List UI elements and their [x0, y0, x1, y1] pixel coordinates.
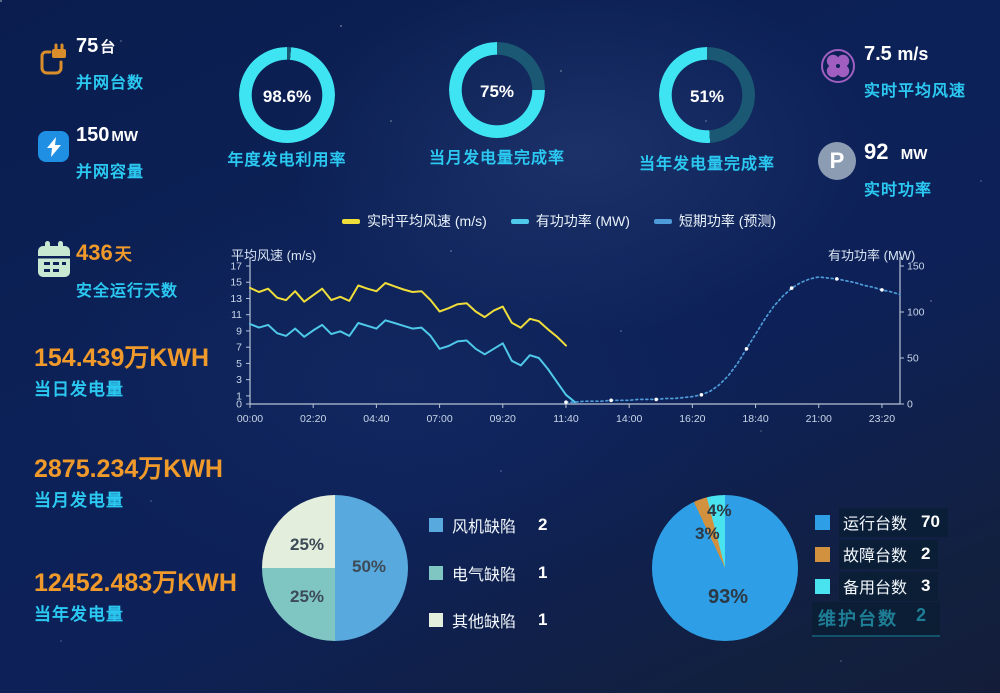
defect-pie-chart — [262, 495, 408, 641]
fault-units-swatch — [815, 547, 830, 562]
svg-text:50: 50 — [907, 353, 919, 365]
grid-capacity-label: 并网容量 — [76, 164, 145, 181]
wind-speed-value: 7.5 m/s — [864, 43, 929, 65]
svg-text:09:20: 09:20 — [490, 413, 516, 425]
other-defect-swatch — [429, 613, 443, 627]
units-legend-standby[interactable]: 备用台数 3 — [815, 572, 939, 601]
svg-text:9: 9 — [236, 325, 242, 337]
svg-text:23:20: 23:20 — [869, 413, 895, 425]
monthly-generation-value: 2875.234万KWH — [34, 455, 223, 483]
units-pie-label-fault: 3% — [695, 524, 720, 543]
monthly-generation-label: 当月发电量 — [34, 491, 124, 510]
svg-text:04:40: 04:40 — [363, 413, 389, 425]
annual-utilization-label: 年度发电利用率 — [227, 152, 347, 169]
svg-text:100: 100 — [907, 307, 925, 319]
lightning-icon — [38, 131, 69, 162]
wind-speed-label: 实时平均风速 — [864, 83, 967, 100]
legend-item-forecast-power[interactable]: 短期功率 (预测) — [653, 211, 776, 231]
fan-icon — [820, 48, 856, 84]
defect-pie-label-electric: 25% — [290, 587, 325, 606]
units-legend-maintenance[interactable]: 维护台数 2 — [812, 602, 941, 637]
yearly-completion-donut — [659, 47, 755, 143]
defect-legend-fan[interactable]: 风机缺陷 2 — [429, 513, 547, 537]
svg-text:00:00: 00:00 — [237, 413, 263, 425]
fan-defect-swatch — [429, 518, 443, 532]
svg-text:11:40: 11:40 — [553, 413, 579, 425]
defect-legend-other[interactable]: 其他缺陷 1 — [429, 608, 547, 632]
monthly-completion-label: 当月发电量完成率 — [428, 150, 565, 167]
svg-text:1: 1 — [236, 390, 242, 402]
yearly-generation-label: 当年发电量 — [34, 605, 124, 624]
power-p-icon: P — [818, 142, 856, 180]
standby-units-swatch — [815, 579, 830, 594]
svg-text:02:20: 02:20 — [300, 413, 326, 425]
legend-swatch-power — [510, 218, 529, 224]
right-axis-title: 有功功率 (MW) — [828, 248, 916, 263]
safe-days-label: 安全运行天数 — [76, 283, 179, 300]
legend-item-active-power[interactable]: 有功功率 (MW) — [510, 211, 630, 231]
units-legend-fault[interactable]: 故障台数 2 — [815, 540, 939, 569]
grid-units-value: 75 台 — [76, 35, 116, 57]
units-pie-label-standby: 4% — [707, 501, 732, 520]
yearly-completion-label: 当年发电量完成率 — [638, 156, 775, 173]
annual-utilization-donut — [239, 47, 335, 143]
defect-pie-label-other: 25% — [290, 535, 325, 554]
monthly-completion-donut — [449, 42, 545, 138]
svg-text:11: 11 — [231, 309, 242, 321]
running-units-swatch — [815, 515, 830, 530]
grid-units-label: 并网台数 — [76, 75, 145, 92]
legend-swatch-forecast — [653, 218, 672, 224]
yearly-completion-percent: 51% — [689, 87, 725, 106]
defect-pie-label-fan: 50% — [352, 557, 387, 576]
realtime-power-value: 92 MW — [864, 139, 928, 164]
svg-text:0: 0 — [907, 399, 913, 411]
daily-generation-label: 当日发电量 — [34, 380, 124, 399]
svg-text:13: 13 — [230, 293, 242, 305]
units-legend-running[interactable]: 运行台数 70 — [815, 508, 948, 537]
electric-defect-swatch — [429, 566, 443, 580]
svg-text:150: 150 — [907, 261, 925, 273]
svg-text:0: 0 — [236, 399, 242, 411]
units-pie-label-running: 93% — [708, 586, 749, 608]
legend-item-wind-speed[interactable]: 实时平均风速 (m/s) — [342, 211, 487, 231]
plug-icon — [34, 42, 68, 78]
safe-days-value: 436 天 — [76, 240, 132, 265]
grid-capacity-value: 150 MW — [76, 124, 139, 146]
svg-text:21:00: 21:00 — [806, 413, 832, 425]
left-axis-title: 平均风速 (m/s) — [231, 248, 317, 263]
yearly-generation-value: 12452.483万KWH — [34, 569, 237, 597]
svg-text:7: 7 — [236, 342, 242, 354]
line-chart-legend: 实时平均风速 (m/s) 有功功率 (MW) 短期功率 (预测) — [342, 211, 776, 231]
svg-text:5: 5 — [236, 358, 242, 370]
legend-swatch-wind — [342, 218, 360, 224]
defect-legend-electric[interactable]: 电气缺陷 1 — [429, 561, 547, 585]
units-pie-chart — [652, 495, 798, 641]
daily-generation-value: 154.439万KWH — [34, 344, 210, 372]
calendar-icon — [34, 239, 74, 281]
monthly-completion-percent: 75% — [479, 82, 515, 101]
svg-text:07:00: 07:00 — [426, 413, 452, 425]
svg-text:16:20: 16:20 — [679, 413, 705, 425]
svg-text:3: 3 — [236, 374, 242, 386]
annual-utilization-percent: 98.6% — [262, 87, 312, 106]
background-stars — [0, 0, 2, 2]
svg-text:14:00: 14:00 — [616, 413, 642, 425]
svg-text:17: 17 — [230, 261, 242, 273]
svg-text:15: 15 — [230, 277, 242, 289]
realtime-power-label: 实时功率 — [864, 182, 933, 199]
svg-text:18:40: 18:40 — [742, 413, 768, 425]
